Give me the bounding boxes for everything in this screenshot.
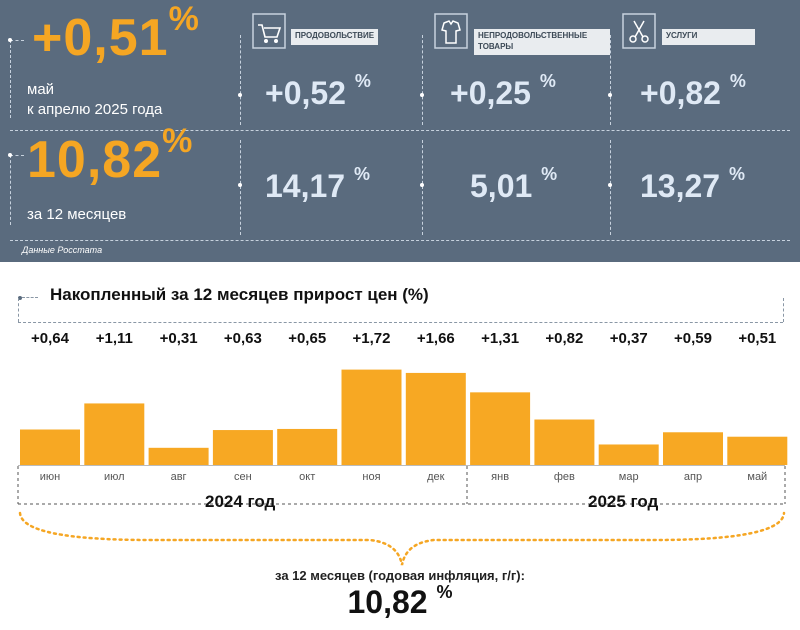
bar-мар xyxy=(598,444,659,465)
services-monthly-value: +0,82 % xyxy=(640,71,746,111)
divider xyxy=(610,35,611,125)
divider xyxy=(422,140,423,235)
value-label-июн: +0,64 xyxy=(31,330,69,347)
bar-фев xyxy=(534,419,595,465)
month-label-мар: мар xyxy=(618,471,639,483)
shopping-cart-icon xyxy=(252,13,286,49)
divider xyxy=(10,130,790,131)
value-label-мар: +0,37 xyxy=(609,330,648,347)
source-note: Данные Росстата xyxy=(22,245,103,255)
value-label-авг: +0,31 xyxy=(159,330,198,347)
category-label-nonfood: НЕПРОДОВОЛЬСТВЕННЫЕ ТОВАРЫ xyxy=(474,29,610,55)
food-monthly-value: +0,52 % xyxy=(265,71,371,111)
bullet-dot xyxy=(8,38,12,42)
month-label-май: май xyxy=(747,471,768,483)
bar-июн xyxy=(20,429,80,465)
annual-inflation-total: 10,82 % xyxy=(347,582,453,620)
divider xyxy=(10,240,790,241)
month-label-дек: дек xyxy=(427,471,445,483)
divider xyxy=(610,140,611,235)
value-label-дек: +1,66 xyxy=(416,330,455,347)
value-label-окт: +0,65 xyxy=(288,330,327,347)
summary-panel: +0,51% май к апрелю 2025 года 10,82% за … xyxy=(0,0,800,262)
divider xyxy=(240,35,241,125)
nonfood-monthly-value: +0,25 % xyxy=(450,71,556,111)
month-label-апр: апр xyxy=(683,471,703,483)
annual-inflation-value: 10,82% xyxy=(27,122,194,189)
month-label-июн: июн xyxy=(39,471,61,483)
bar-ноя xyxy=(341,369,402,465)
divider xyxy=(22,297,38,298)
divider xyxy=(10,40,24,41)
bar-дек xyxy=(405,372,466,465)
divider xyxy=(18,322,783,323)
value-label-янв: +1,31 xyxy=(481,330,520,347)
bar-окт xyxy=(277,428,338,465)
annual-inflation-label: за 12 месяцев (годовая инфляция, г/г): xyxy=(275,568,525,583)
bar-янв xyxy=(470,392,531,465)
bar-май xyxy=(727,436,788,465)
scissors-icon xyxy=(622,13,656,49)
value-label-фев: +0,82 xyxy=(545,330,584,347)
month-label-авг: авг xyxy=(170,471,187,483)
value-label-апр: +0,59 xyxy=(674,330,712,347)
year-label-2025: 2025 год xyxy=(588,492,659,511)
category-label-services: УСЛУГИ xyxy=(662,29,755,45)
month-label-фев: фев xyxy=(553,471,575,483)
bar-chart xyxy=(18,369,788,466)
summation-brace xyxy=(18,511,786,566)
month-label-окт: окт xyxy=(299,471,316,483)
bullet-dot xyxy=(8,153,12,157)
food-annual-value: 14,17 % xyxy=(265,164,370,204)
bar-апр xyxy=(663,432,723,465)
services-annual-value: 13,27 % xyxy=(640,164,745,204)
divider xyxy=(18,298,19,322)
clothes-icon xyxy=(434,13,468,49)
bullet-dot xyxy=(420,183,424,187)
divider xyxy=(10,155,24,156)
bullet-dot xyxy=(608,183,612,187)
chart-title: Накопленный за 12 месяцев прирост цен (%… xyxy=(50,285,429,304)
value-label-июл: +1,11 xyxy=(95,330,133,347)
month-label-сен: сен xyxy=(234,471,252,483)
year-label-2024: 2024 год xyxy=(205,492,276,511)
month-label-ноя: ноя xyxy=(362,471,381,483)
category-label-food: ПРОДОВОЛЬСТВИЕ xyxy=(291,29,379,45)
bar-сен xyxy=(212,430,273,465)
monthly-caption: май к апрелю 2025 года xyxy=(27,81,163,118)
bar-авг xyxy=(148,447,209,465)
month-label-янв: янв xyxy=(491,471,510,483)
bullet-dot xyxy=(420,93,424,97)
bullet-dot xyxy=(238,93,242,97)
value-label-май: +0,51 xyxy=(738,330,777,347)
annual-caption: за 12 месяцев xyxy=(27,206,127,223)
bar-июл xyxy=(84,403,145,465)
year-axis xyxy=(17,466,786,505)
bullet-dot xyxy=(238,183,242,187)
monthly-inflation-value: +0,51% xyxy=(32,0,200,67)
divider xyxy=(10,155,11,225)
title-bullet xyxy=(18,296,22,300)
divider xyxy=(783,298,784,322)
nonfood-annual-value: 5,01 % xyxy=(470,164,558,204)
month-label-июл: июл xyxy=(104,471,125,483)
divider xyxy=(422,35,423,125)
divider xyxy=(10,40,11,118)
value-label-сен: +0,63 xyxy=(223,330,262,347)
bullet-dot xyxy=(608,93,612,97)
divider xyxy=(240,140,241,235)
value-label-ноя: +1,72 xyxy=(352,330,391,347)
